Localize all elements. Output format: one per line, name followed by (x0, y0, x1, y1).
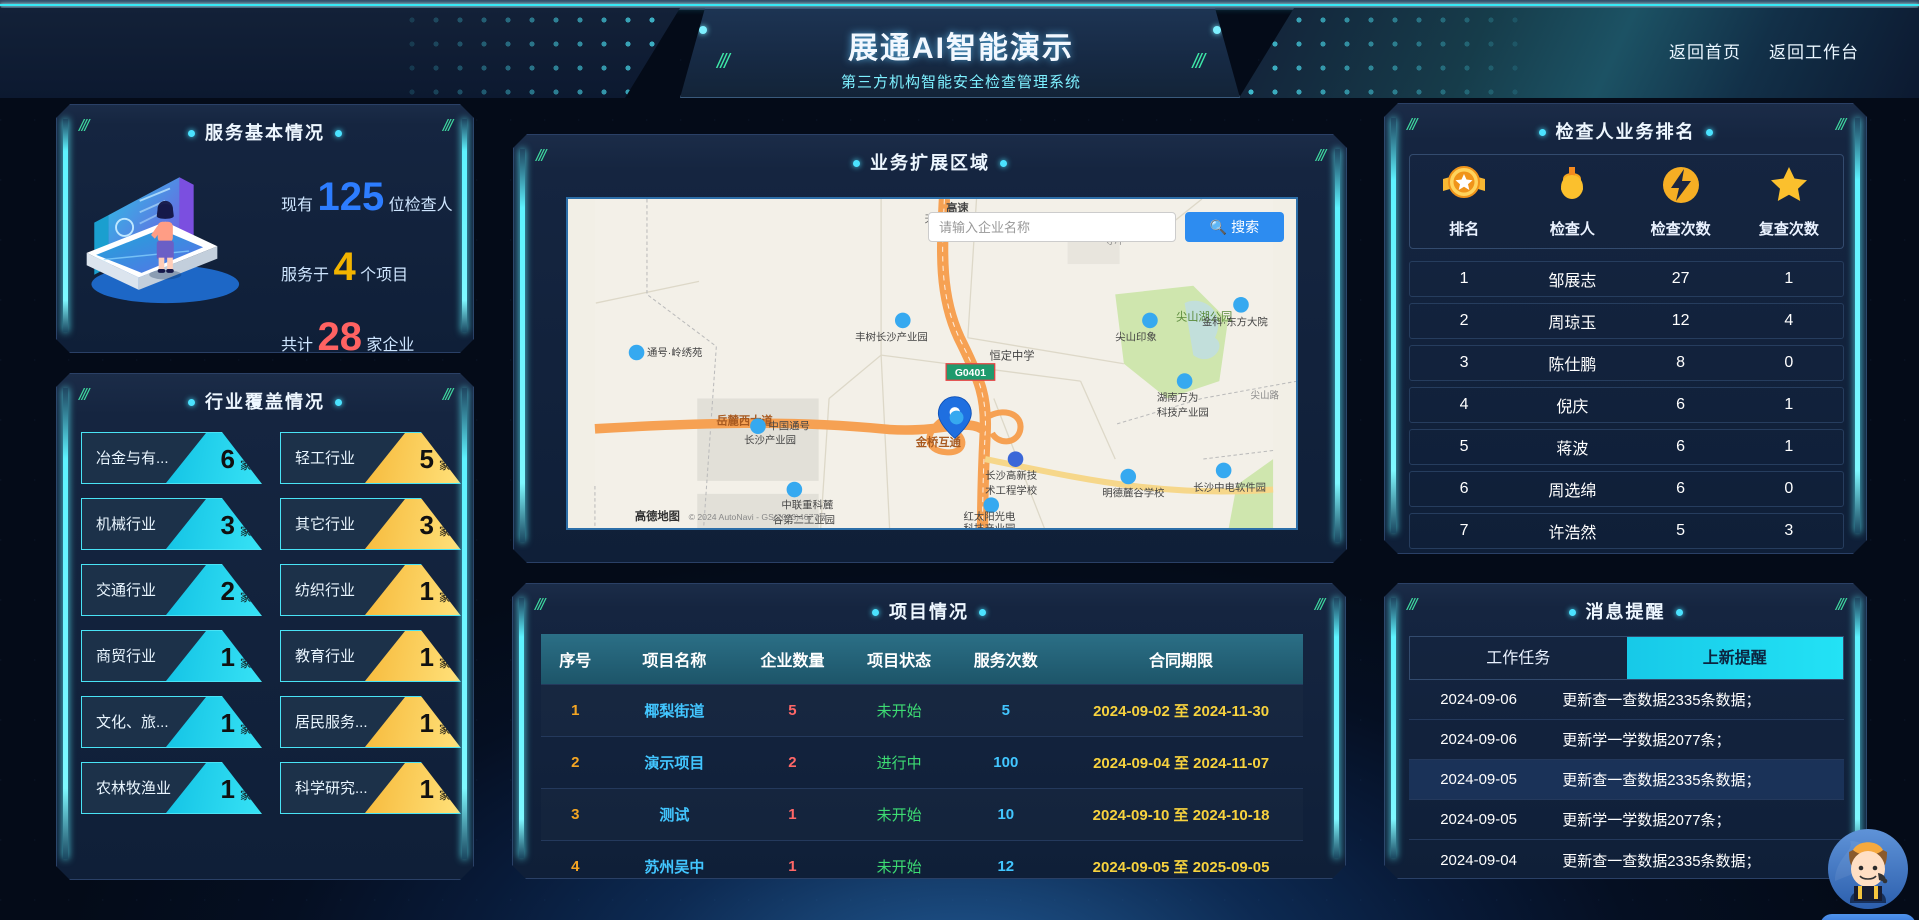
svg-text:尖山印象: 尖山印象 (1115, 330, 1157, 343)
svg-text:长沙中电软件园: 长沙中电软件园 (1193, 481, 1266, 494)
svg-text:尖山路: 尖山路 (1251, 389, 1280, 401)
svg-text:长沙产业园: 长沙产业园 (744, 434, 796, 447)
svg-text:高德地图: 高德地图 (635, 509, 680, 523)
svg-text:中联重科麓: 中联重科麓 (781, 499, 834, 512)
svg-text:科技产业园: 科技产业园 (963, 522, 1015, 530)
svg-text:科技产业园: 科技产业园 (1157, 406, 1209, 419)
svg-text:恒定中学: 恒定中学 (990, 348, 1035, 362)
svg-text:红太阳光电: 红太阳光电 (963, 510, 1015, 523)
svg-text:© 2024 AutoNavi - GS(2023)4677: © 2024 AutoNavi - GS(2023)4677号 (689, 512, 828, 522)
svg-text:长沙高新技: 长沙高新技 (985, 469, 1038, 482)
svg-text:明德麓谷学校: 明德麓谷学校 (1102, 486, 1165, 499)
svg-text:丰树长沙产业园: 丰树长沙产业园 (855, 330, 928, 343)
svg-text:G0401: G0401 (955, 368, 986, 379)
svg-text:湖南万为: 湖南万为 (1157, 391, 1199, 404)
svg-text:通号·岭绣苑: 通号·岭绣苑 (647, 346, 703, 359)
svg-text:术工程学校: 术工程学校 (985, 484, 1038, 497)
svg-text:金科·东方大院: 金科·东方大院 (1202, 316, 1268, 329)
svg-text:中国通号: 中国通号 (768, 420, 810, 433)
